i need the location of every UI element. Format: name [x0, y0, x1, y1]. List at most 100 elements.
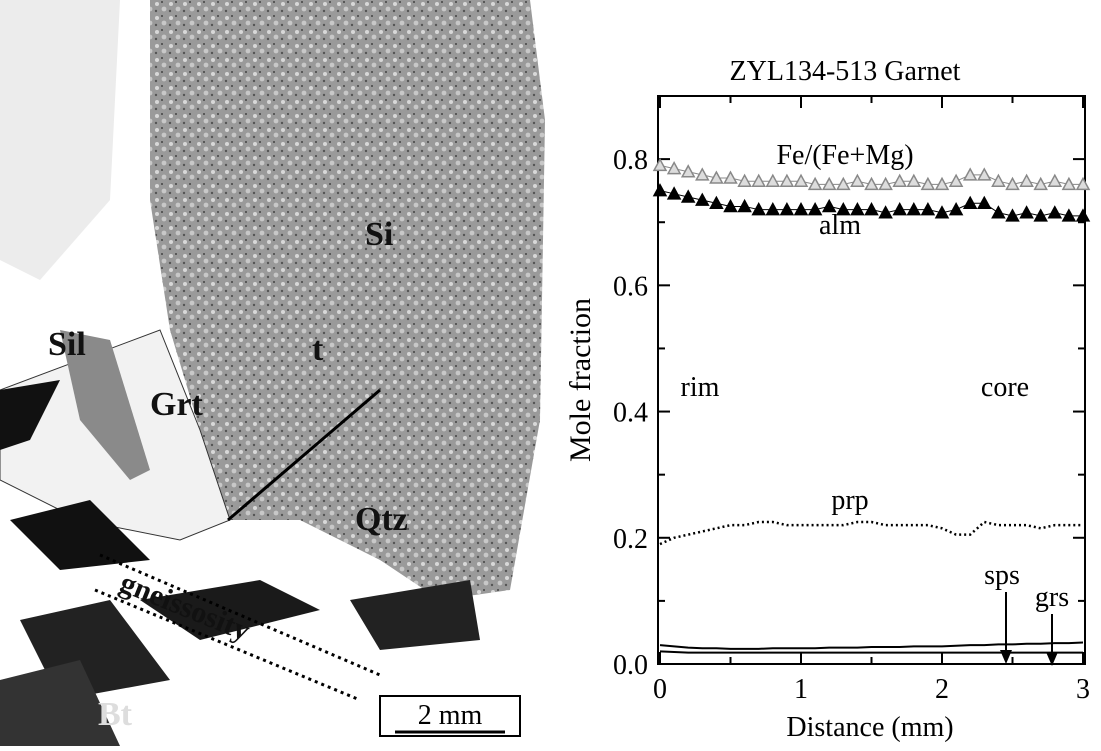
data-point — [1047, 173, 1063, 187]
y-tick-label: 0.6 — [613, 271, 648, 302]
series-label: Fe/(Fe+Mg) — [776, 140, 913, 171]
data-point — [765, 173, 781, 187]
biotite — [0, 380, 60, 450]
data-point — [977, 195, 992, 210]
data-point — [878, 205, 893, 219]
data-point — [836, 202, 851, 216]
data-point — [948, 202, 964, 216]
data-point — [991, 205, 1006, 219]
data-point — [1019, 173, 1034, 187]
data-point — [709, 195, 724, 210]
arrow-head — [1046, 652, 1058, 666]
matrix — [0, 0, 120, 280]
data-point — [779, 202, 795, 216]
data-point — [1005, 208, 1020, 222]
data-point — [751, 202, 766, 216]
biotite — [350, 580, 480, 650]
scale-bar-label: 2 mm — [418, 700, 483, 731]
arrow-head — [1000, 650, 1012, 664]
data-point — [977, 167, 992, 181]
data-point — [962, 195, 978, 210]
data-point — [1075, 208, 1091, 222]
data-point — [850, 173, 865, 187]
data-point — [850, 202, 865, 216]
profile-line — [227, 388, 381, 522]
data-point — [793, 173, 809, 187]
data-point — [779, 173, 795, 187]
gneissosity-line — [94, 588, 361, 702]
data-point — [680, 189, 696, 203]
data-point — [920, 202, 936, 216]
data-point — [793, 202, 809, 216]
data-point — [695, 167, 710, 181]
series-label: alm — [819, 210, 861, 241]
data-point — [864, 202, 879, 216]
data-point — [723, 170, 738, 184]
data-point — [821, 198, 837, 213]
garnet-texture — [150, 0, 545, 600]
data-point — [737, 173, 752, 187]
data-point — [666, 186, 682, 200]
data-point — [934, 205, 950, 219]
y-tick-label: 0.8 — [613, 145, 648, 176]
x-tick-label: 1 — [794, 674, 808, 705]
data-point — [1033, 208, 1048, 222]
data-point — [709, 170, 724, 184]
data-point — [948, 173, 964, 187]
gneissosity-line — [99, 553, 381, 677]
y-tick-label: 0.0 — [613, 650, 648, 681]
sillimanite — [60, 330, 150, 480]
data-point — [652, 183, 668, 197]
label: Si — [365, 216, 393, 253]
y-tick-label: 0.2 — [613, 524, 648, 555]
data-point — [807, 176, 823, 191]
data-point — [1005, 176, 1020, 191]
data-point — [751, 173, 766, 187]
series-label: prp — [831, 485, 868, 516]
data-point — [991, 173, 1006, 187]
series-line — [659, 641, 1084, 650]
data-point — [821, 176, 837, 191]
data-point — [1061, 176, 1077, 191]
x-tick-label: 0 — [653, 674, 667, 705]
data-point — [1047, 205, 1063, 219]
data-point — [934, 176, 950, 191]
data-point — [723, 198, 738, 213]
label: Sil — [48, 326, 86, 363]
data-point — [680, 164, 696, 178]
series-label: sps — [984, 560, 1020, 591]
micrograph: Si t Sil Grt Qtz gneissosity Bt 2 mm — [0, 0, 550, 746]
x-tick-label: 2 — [935, 674, 949, 705]
data-point — [666, 161, 682, 175]
series-label: grs — [1035, 582, 1069, 613]
chart-title: ZYL134-513 Garnet — [730, 56, 961, 87]
data-point — [962, 167, 978, 181]
data-point — [652, 157, 668, 172]
x-axis-label: Distance (mm) — [786, 712, 953, 743]
data-point — [765, 202, 781, 216]
label: Qtz — [355, 501, 408, 538]
annotation: core — [981, 372, 1029, 403]
data-point — [892, 202, 907, 216]
data-point — [807, 202, 823, 216]
data-point — [1019, 205, 1034, 219]
data-point — [920, 176, 936, 191]
data-point — [836, 176, 851, 191]
data-point — [695, 192, 710, 206]
data-point — [1061, 208, 1077, 222]
label: Grt — [150, 386, 204, 423]
series-line — [659, 520, 1083, 546]
y-axis-label: Mole fraction — [564, 298, 597, 462]
data-point — [1033, 176, 1048, 191]
data-point — [906, 202, 922, 216]
label: Bt — [98, 696, 133, 733]
series-line — [659, 650, 1083, 654]
label: t — [312, 331, 324, 368]
data-point — [864, 176, 879, 191]
y-tick-label: 0.4 — [613, 398, 648, 429]
biotite — [0, 660, 120, 746]
x-tick-label: 3 — [1076, 674, 1090, 705]
data-point — [892, 173, 907, 187]
data-point — [737, 198, 752, 213]
